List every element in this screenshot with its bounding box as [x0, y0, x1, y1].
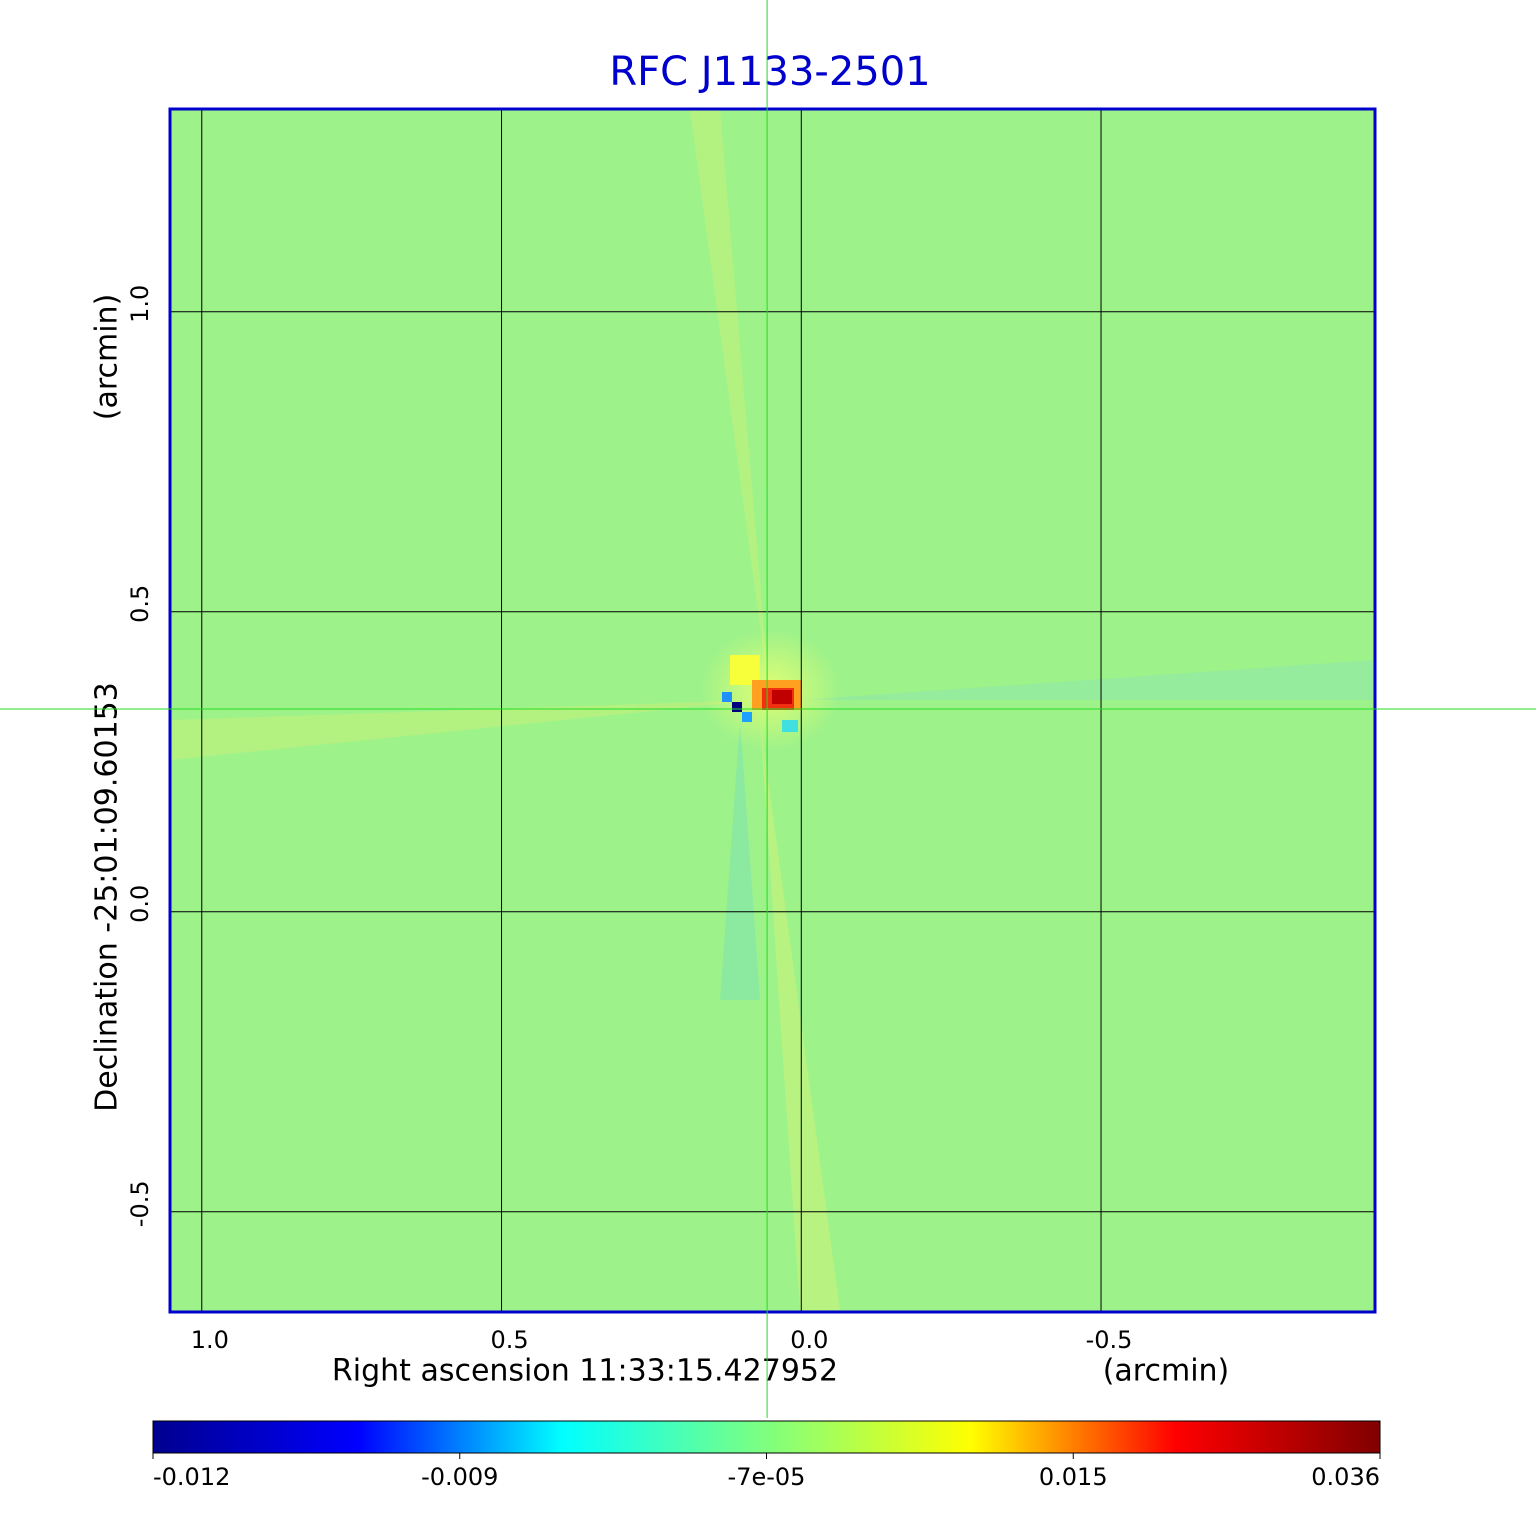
x-tick-label: -0.5 — [1086, 1326, 1133, 1354]
x-tick-label: 1.0 — [191, 1326, 229, 1354]
source-pixel — [772, 690, 792, 704]
y-axis-unit: (arcmin) — [90, 294, 125, 421]
colorbar — [152, 1420, 1381, 1454]
grid — [170, 109, 1375, 1312]
x-axis-unit: (arcmin) — [1103, 1354, 1230, 1389]
y-tick-label: 1.0 — [126, 285, 154, 323]
source-pixel — [732, 702, 742, 712]
colorbar-tick-label: 0.036 — [1311, 1463, 1380, 1491]
y-tick-label: 0.0 — [126, 885, 154, 923]
x-tick-label: 0.0 — [790, 1326, 828, 1354]
streak — [720, 720, 760, 1000]
source-pixel — [742, 712, 752, 722]
frame — [168, 107, 1377, 1314]
colorbar-tick-label: 0.015 — [1039, 1463, 1108, 1491]
streak — [800, 660, 1375, 700]
colorbar-tick-label: -0.012 — [153, 1463, 230, 1491]
source-pixel — [722, 692, 732, 702]
y-tick-label: -0.5 — [126, 1180, 154, 1227]
streak — [690, 110, 770, 700]
x-axis-label: Right ascension 11:33:15.427952 — [332, 1354, 838, 1389]
streak — [760, 720, 840, 1310]
map-structure — [170, 110, 1375, 1310]
y-tick-label: 0.5 — [126, 585, 154, 623]
colorbar-tick-label: -7e-05 — [728, 1463, 806, 1491]
y-axis-label: Declination -25:01:09.60153 — [90, 682, 125, 1112]
streak — [170, 700, 760, 760]
colorbar-tick-label: -0.009 — [421, 1463, 498, 1491]
chart-title: RFC J1133-2501 — [609, 49, 930, 95]
x-tick-label: 0.5 — [490, 1326, 528, 1354]
source-pixel — [782, 720, 798, 732]
